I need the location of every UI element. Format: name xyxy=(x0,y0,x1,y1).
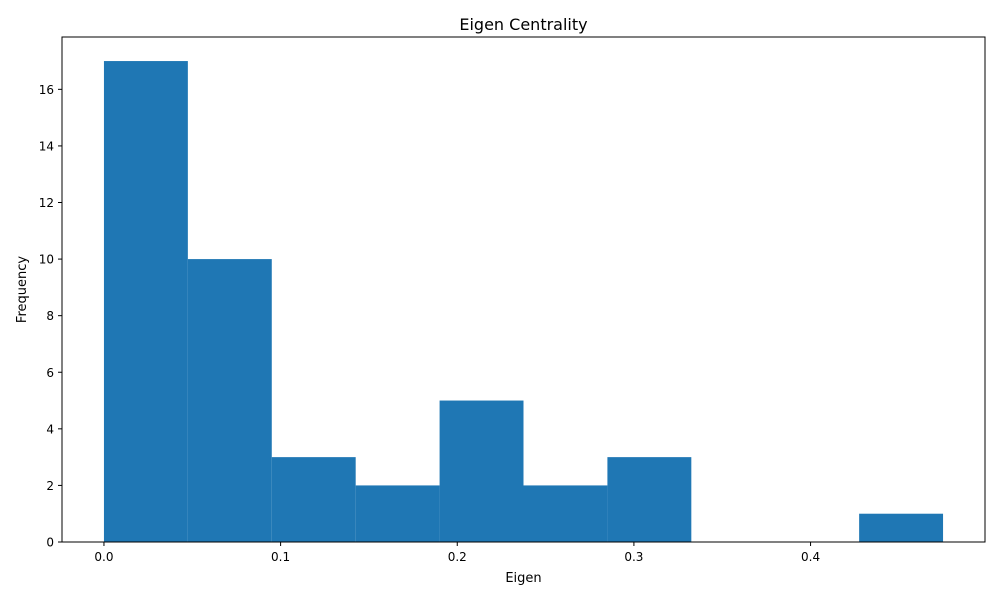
histogram-bar-0 xyxy=(103,61,188,543)
y-tick-label: 4 xyxy=(46,422,54,436)
y-axis-label: Frequency xyxy=(15,256,30,323)
y-tick-label: 12 xyxy=(39,196,54,210)
y-axis-ticks: 0 2 4 6 8 10 12 14 16 xyxy=(39,83,62,550)
x-tick-label: 0.2 xyxy=(448,550,467,564)
y-tick-label: 8 xyxy=(46,309,54,323)
chart-title: Eigen Centrality xyxy=(459,15,587,34)
x-axis-label: Eigen xyxy=(505,571,541,586)
y-tick-label: 2 xyxy=(46,479,54,493)
y-tick-label: 16 xyxy=(39,83,54,97)
y-tick-label: 14 xyxy=(39,139,54,153)
bars-group xyxy=(103,61,944,543)
histogram-bar-5 xyxy=(523,485,608,542)
histogram-bar-2 xyxy=(271,457,356,542)
histogram-bar-6 xyxy=(607,457,692,542)
histogram-bar-3 xyxy=(355,485,440,542)
y-tick-label: 10 xyxy=(39,253,54,267)
plot-frame xyxy=(61,36,986,543)
y-tick-label: 0 xyxy=(46,536,54,550)
x-axis-ticks: 0.0 0.1 0.2 0.3 0.4 xyxy=(94,542,820,564)
histogram-bar-4 xyxy=(439,400,524,542)
x-tick-label: 0.0 xyxy=(94,550,113,564)
x-tick-label: 0.3 xyxy=(624,550,643,564)
y-tick-label: 6 xyxy=(46,366,54,380)
histogram-bar-9 xyxy=(859,513,944,542)
histogram-bar-1 xyxy=(187,259,272,542)
x-tick-label: 0.4 xyxy=(801,550,820,564)
x-tick-label: 0.1 xyxy=(271,550,290,564)
